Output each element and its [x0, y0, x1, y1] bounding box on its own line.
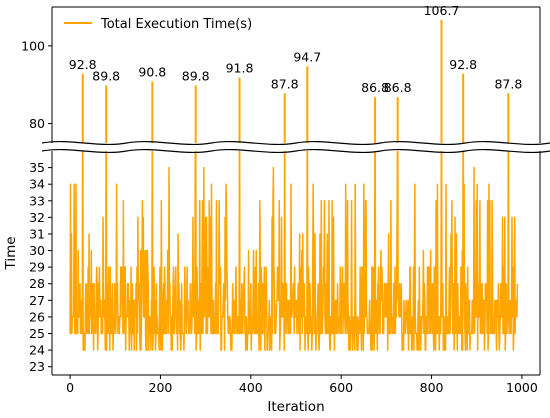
x-axis-title: Iteration: [267, 399, 324, 415]
peak-label-8: 86.8: [384, 80, 412, 95]
lower-y-tick-label-4: 27: [29, 293, 45, 308]
peak-label-4: 91.8: [226, 61, 254, 76]
lower-y-tick-label-8: 31: [29, 226, 45, 241]
upper-y-tick-label-1: 100: [21, 38, 45, 53]
ticks-layer: 0 200 400 600 800 100080100232425262728293031…: [21, 38, 538, 395]
lower-y-tick-label-5: 28: [29, 276, 45, 291]
lower-y-tick-label-6: 29: [29, 260, 45, 275]
x-tick-label-4: 800: [420, 380, 444, 395]
lower-y-tick-label-3: 26: [29, 309, 45, 324]
lower-y-tick-label-9: 32: [29, 210, 45, 225]
break-gap: [0, 143, 550, 151]
peak-label-0: 92.8: [69, 57, 97, 72]
peak-label-6: 94.7: [293, 49, 321, 64]
x-tick-label-2: 400: [239, 380, 263, 395]
series-line-lower: [69, 151, 519, 351]
break-mark-lower: [41, 148, 550, 154]
lower-y-tick-label-1: 24: [29, 343, 45, 358]
lower-y-tick-label-7: 30: [29, 243, 45, 258]
peak-label-5: 87.8: [271, 76, 299, 91]
x-tick-label-5: 1000: [506, 380, 538, 395]
peak-label-2: 90.8: [138, 65, 166, 80]
peak-label-1: 89.8: [92, 68, 120, 83]
peak-labels: 92.889.8 90.8 89.891.887.894.786.886.8106.…: [69, 3, 523, 95]
legend: Total Execution Time(s): [64, 17, 252, 32]
break-mark-upper: [41, 140, 550, 146]
peak-label-10: 92.8: [449, 57, 477, 72]
lower-y-tick-label-12: 35: [29, 160, 45, 175]
x-tick-label-1: 200: [149, 380, 173, 395]
peak-label-7: 86.8: [361, 80, 389, 95]
x-tick-label-3: 600: [329, 380, 353, 395]
lower-y-tick-label-2: 25: [29, 326, 45, 341]
peak-label-9: 106.7: [424, 3, 460, 18]
lower-y-tick-label-10: 33: [29, 193, 45, 208]
peak-label-3: 89.8: [182, 68, 210, 83]
x-tick-label-0: 0: [66, 380, 74, 395]
upper-y-tick-label-0: 80: [29, 116, 45, 131]
legend-label: Total Execution Time(s): [100, 17, 252, 32]
axis-break-marks: [0, 140, 550, 154]
axes-frames: [51, 6, 541, 376]
lower-y-tick-label-11: 34: [29, 177, 45, 192]
series-layer: [69, 19, 519, 351]
y-axis-title: Time: [3, 236, 19, 270]
peak-label-11: 87.8: [494, 76, 522, 91]
lower-y-tick-label-0: 23: [29, 359, 45, 374]
